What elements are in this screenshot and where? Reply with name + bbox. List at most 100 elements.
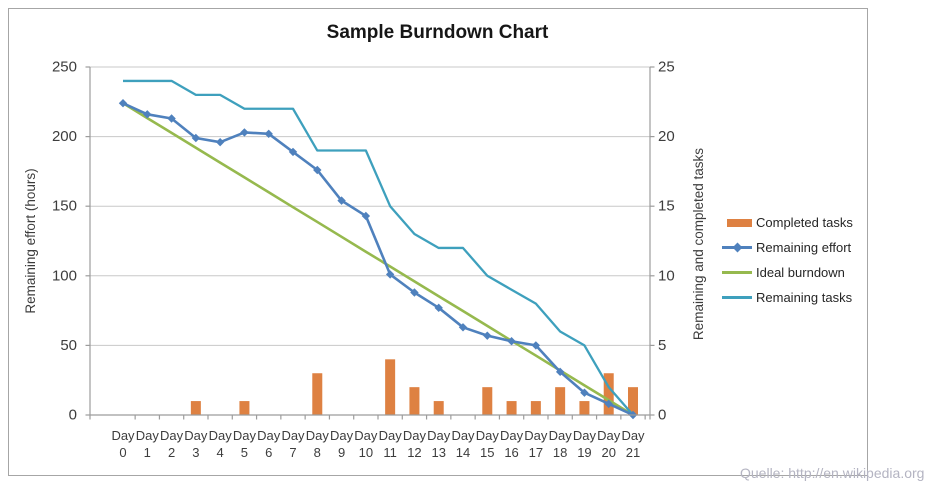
legend-bar-swatch-icon <box>722 217 752 229</box>
bar-day-12 <box>409 387 420 415</box>
effort-marker-day-11 <box>385 270 395 279</box>
x-category-label-word: Day <box>476 428 500 443</box>
x-category-label-word: Day <box>281 428 305 443</box>
x-category-label-word: Day <box>621 428 645 443</box>
left-axis-tick-label: 150 <box>52 198 77 215</box>
right-axis-tick-label: 25 <box>658 59 675 76</box>
x-category-label-word: Day <box>111 428 135 443</box>
x-category-label-word: Day <box>184 428 208 443</box>
x-category-label-number: 6 <box>265 445 272 460</box>
x-category-label-number: 21 <box>626 445 640 460</box>
left-axis-tick-label: 200 <box>52 128 77 145</box>
legend-item-ideal-burndown: Ideal burndown <box>722 260 845 285</box>
effort-marker-day-1 <box>143 110 152 119</box>
x-category-label-number: 16 <box>504 445 518 460</box>
effort-marker-day-0 <box>118 98 128 108</box>
x-category-label-word: Day <box>500 428 524 443</box>
chart-title: Sample Burndown Chart <box>326 22 549 43</box>
legend: Completed tasks Remaining effort Ideal bur… <box>722 210 872 312</box>
effort-marker-day-16 <box>507 337 516 346</box>
effort-marker-day-2 <box>167 114 176 123</box>
bar-day-15 <box>482 387 493 415</box>
x-category-label-word: Day <box>524 428 548 443</box>
x-category-label-word: Day <box>306 428 330 443</box>
bar-day-20 <box>603 373 614 415</box>
right-axis-tick-label: 0 <box>658 407 666 424</box>
x-category-label-word: Day <box>209 428 233 443</box>
bar-day-3 <box>190 401 201 415</box>
source-note: Quelle: http://en.wikipedia.org <box>740 465 925 481</box>
effort-marker-day-8 <box>313 165 322 175</box>
effort-marker-day-7 <box>288 147 298 157</box>
left-axis-tick-label: 100 <box>52 267 77 284</box>
x-category-label-number: 0 <box>119 445 126 460</box>
legend-label: Remaining tasks <box>756 290 853 305</box>
x-category-label-number: 4 <box>217 445 224 460</box>
x-category-label-number: 5 <box>241 445 248 460</box>
x-category-label-word: Day <box>160 428 184 443</box>
bar-day-16 <box>506 401 517 415</box>
x-category-label-number: 10 <box>359 445 373 460</box>
legend-line-swatch-icon <box>722 292 752 304</box>
legend-item-remaining-tasks: Remaining tasks <box>722 285 852 310</box>
effort-marker-day-20 <box>604 399 613 409</box>
x-category-label-word: Day <box>427 428 451 443</box>
effort-marker-day-4 <box>215 137 225 147</box>
x-category-label-number: 2 <box>168 445 175 460</box>
legend-label: Remaining effort <box>756 240 852 255</box>
line-swatch <box>722 296 752 299</box>
x-category-label-word: Day <box>573 428 597 443</box>
x-category-label-word: Day <box>379 428 403 443</box>
x-category-label-word: Day <box>451 428 475 443</box>
x-category-label-word: Day <box>403 428 427 443</box>
x-category-label-number: 12 <box>407 445 421 460</box>
x-category-label-number: 19 <box>577 445 591 460</box>
ideal-burndown-line <box>122 102 634 417</box>
x-category-label-number: 8 <box>314 445 321 460</box>
x-category-label-number: 11 <box>383 445 397 460</box>
bar-day-13 <box>433 401 444 415</box>
effort-marker-day-10 <box>361 211 371 221</box>
x-category-label-number: 20 <box>601 445 615 460</box>
line-swatch <box>722 271 752 274</box>
bar-swatch <box>727 218 752 227</box>
effort-marker-day-13 <box>434 303 443 313</box>
left-axis-tick-label: 250 <box>52 59 77 76</box>
effort-marker-day-6 <box>264 129 273 139</box>
legend-item-completed-tasks: Completed tasks <box>722 210 853 235</box>
effort-marker-day-18 <box>555 367 565 377</box>
x-category-label-number: 17 <box>529 445 543 460</box>
effort-marker-day-14 <box>458 323 468 332</box>
x-category-label-word: Day <box>233 428 257 443</box>
bar-day-19 <box>579 401 590 415</box>
effort-marker-day-9 <box>337 196 346 205</box>
effort-marker-day-12 <box>410 288 419 297</box>
x-category-label-number: 15 <box>480 445 494 460</box>
x-category-label-word: Day <box>136 428 160 443</box>
diamond-marker-icon <box>732 242 742 253</box>
bar-day-18 <box>555 387 566 415</box>
right-axis-tick-label: 15 <box>658 198 675 215</box>
remaining-effort-line <box>122 102 634 417</box>
effort-marker-day-19 <box>580 388 589 397</box>
right-axis-tick-label: 20 <box>658 128 675 145</box>
x-category-label-word: Day <box>257 428 281 443</box>
bar-day-8 <box>312 373 323 415</box>
chart-border <box>8 8 868 476</box>
left-axis-tick-label: 50 <box>60 337 77 354</box>
bar-day-11 <box>385 359 396 415</box>
bar-day-5 <box>239 401 250 415</box>
x-category-label-number: 7 <box>289 445 296 460</box>
effort-marker-day-3 <box>191 133 201 143</box>
legend-label: Ideal burndown <box>756 265 845 280</box>
remaining-tasks-line <box>123 79 634 416</box>
x-category-label-word: Day <box>549 428 573 443</box>
x-category-label-number: 1 <box>144 445 151 460</box>
bar-day-21 <box>628 387 638 415</box>
right-axis-tick-label: 10 <box>658 267 675 284</box>
x-category-label-number: 13 <box>431 445 445 460</box>
right-axis-tick-label: 5 <box>658 337 666 354</box>
legend-line-swatch-icon <box>722 267 752 279</box>
